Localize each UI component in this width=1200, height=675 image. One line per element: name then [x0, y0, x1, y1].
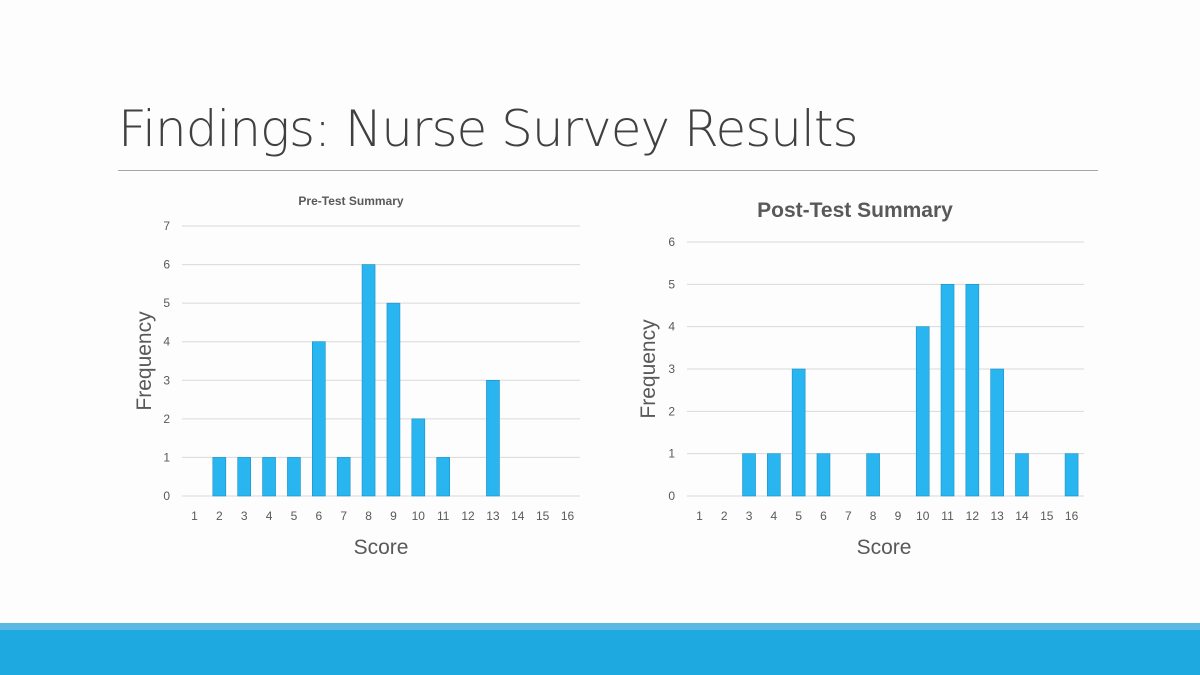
x-tick-label: 15 [536, 509, 550, 523]
x-tick-label: 5 [291, 509, 298, 523]
x-tick-label: 13 [990, 509, 1004, 523]
bar [1064, 453, 1079, 497]
bar [386, 302, 401, 497]
post-test-chart: Post-Test Summary Score Frequency 012345… [637, 199, 1084, 559]
x-tick-label: 8 [365, 509, 372, 523]
y-tick-label: 5 [163, 296, 170, 310]
x-tick-label: 13 [486, 509, 500, 523]
x-tick-label: 10 [916, 509, 930, 523]
x-tick-label: 14 [511, 509, 525, 523]
x-tick-label: 11 [941, 509, 954, 523]
pre-test-chart: Pre-Test Summary Score Frequency 0123456… [133, 194, 580, 559]
y-tick-label: 1 [668, 447, 675, 461]
y-tick-label: 3 [163, 373, 170, 387]
x-tick-label: 14 [1015, 509, 1029, 523]
x-tick-label: 4 [771, 509, 778, 523]
bar [767, 453, 781, 497]
x-tick-label: 9 [390, 509, 397, 523]
bar [940, 284, 955, 497]
bar [486, 379, 500, 497]
bar [336, 457, 351, 497]
x-tick-label: 16 [1065, 509, 1079, 523]
bar [436, 457, 450, 497]
bar [262, 457, 276, 497]
x-tick-label: 8 [870, 509, 877, 523]
bar [742, 453, 756, 497]
bar [990, 368, 1004, 497]
bar [212, 457, 227, 497]
x-tick-label: 6 [315, 509, 322, 523]
y-tick-label: 1 [163, 450, 170, 464]
slide-title: Findings: Nurse Survey Results [118, 100, 859, 158]
y-axis-label: Frequency [637, 319, 660, 419]
y-tick-label: 6 [668, 235, 675, 249]
bar [411, 418, 426, 497]
x-tick-label: 12 [461, 509, 475, 523]
y-tick-label: 4 [668, 320, 675, 334]
title-divider [118, 170, 1098, 171]
bar [287, 457, 301, 497]
bar [312, 341, 326, 497]
y-tick-label: 2 [163, 412, 170, 426]
y-tick-label: 0 [668, 489, 675, 503]
footer-band [0, 630, 1200, 675]
y-tick-label: 3 [668, 362, 675, 376]
x-tick-label: 1 [696, 509, 703, 523]
x-tick-label: 7 [340, 509, 347, 523]
footer-band-accent [0, 623, 1200, 630]
bar [866, 453, 880, 497]
x-tick-label: 12 [966, 509, 980, 523]
x-tick-label: 1 [191, 509, 198, 523]
y-tick-label: 2 [668, 404, 675, 418]
bar [1015, 453, 1029, 497]
x-tick-label: 5 [795, 509, 802, 523]
y-tick-label: 7 [163, 219, 170, 233]
x-tick-label: 4 [266, 509, 273, 523]
y-tick-label: 5 [668, 277, 675, 291]
x-tick-label: 7 [845, 509, 852, 523]
x-tick-label: 6 [820, 509, 827, 523]
x-tick-label: 11 [437, 509, 450, 523]
bar [791, 368, 806, 497]
bar [237, 457, 251, 497]
x-tick-label: 10 [412, 509, 426, 523]
x-tick-label: 2 [721, 509, 728, 523]
x-axis-label: Score [354, 536, 409, 559]
x-tick-label: 16 [561, 509, 575, 523]
bar [915, 326, 930, 497]
x-tick-label: 3 [241, 509, 248, 523]
x-axis-label: Score [857, 536, 912, 559]
chart-title: Pre-Test Summary [298, 194, 403, 208]
x-tick-label: 2 [216, 509, 223, 523]
y-tick-label: 4 [163, 335, 170, 349]
x-tick-label: 3 [746, 509, 753, 523]
bar [965, 284, 980, 497]
x-tick-label: 9 [895, 509, 902, 523]
chart-title: Post-Test Summary [757, 199, 953, 222]
y-tick-label: 0 [163, 489, 170, 503]
bar [816, 453, 831, 497]
bar [361, 264, 376, 497]
x-tick-label: 15 [1040, 509, 1054, 523]
y-tick-label: 6 [163, 258, 170, 272]
y-axis-label: Frequency [133, 311, 156, 411]
